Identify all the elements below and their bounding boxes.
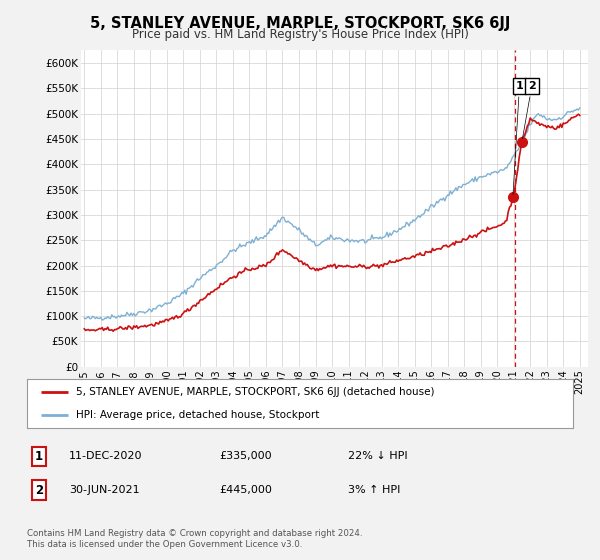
- Text: 1: 1: [513, 81, 523, 194]
- Text: £445,000: £445,000: [219, 485, 272, 495]
- Text: 5, STANLEY AVENUE, MARPLE, STOCKPORT, SK6 6JJ (detached house): 5, STANLEY AVENUE, MARPLE, STOCKPORT, SK…: [76, 388, 434, 398]
- Text: HPI: Average price, detached house, Stockport: HPI: Average price, detached house, Stoc…: [76, 410, 320, 420]
- Text: 22% ↓ HPI: 22% ↓ HPI: [348, 451, 407, 461]
- Text: 5, STANLEY AVENUE, MARPLE, STOCKPORT, SK6 6JJ: 5, STANLEY AVENUE, MARPLE, STOCKPORT, SK…: [90, 16, 510, 31]
- Text: Price paid vs. HM Land Registry's House Price Index (HPI): Price paid vs. HM Land Registry's House …: [131, 28, 469, 41]
- Text: 11-DEC-2020: 11-DEC-2020: [69, 451, 143, 461]
- Text: Contains HM Land Registry data © Crown copyright and database right 2024.
This d: Contains HM Land Registry data © Crown c…: [27, 529, 362, 549]
- Text: 30-JUN-2021: 30-JUN-2021: [69, 485, 140, 495]
- Text: 1: 1: [35, 450, 43, 463]
- Text: 2: 2: [35, 483, 43, 497]
- Text: 3% ↑ HPI: 3% ↑ HPI: [348, 485, 400, 495]
- Text: £335,000: £335,000: [219, 451, 272, 461]
- Text: 2: 2: [523, 81, 536, 139]
